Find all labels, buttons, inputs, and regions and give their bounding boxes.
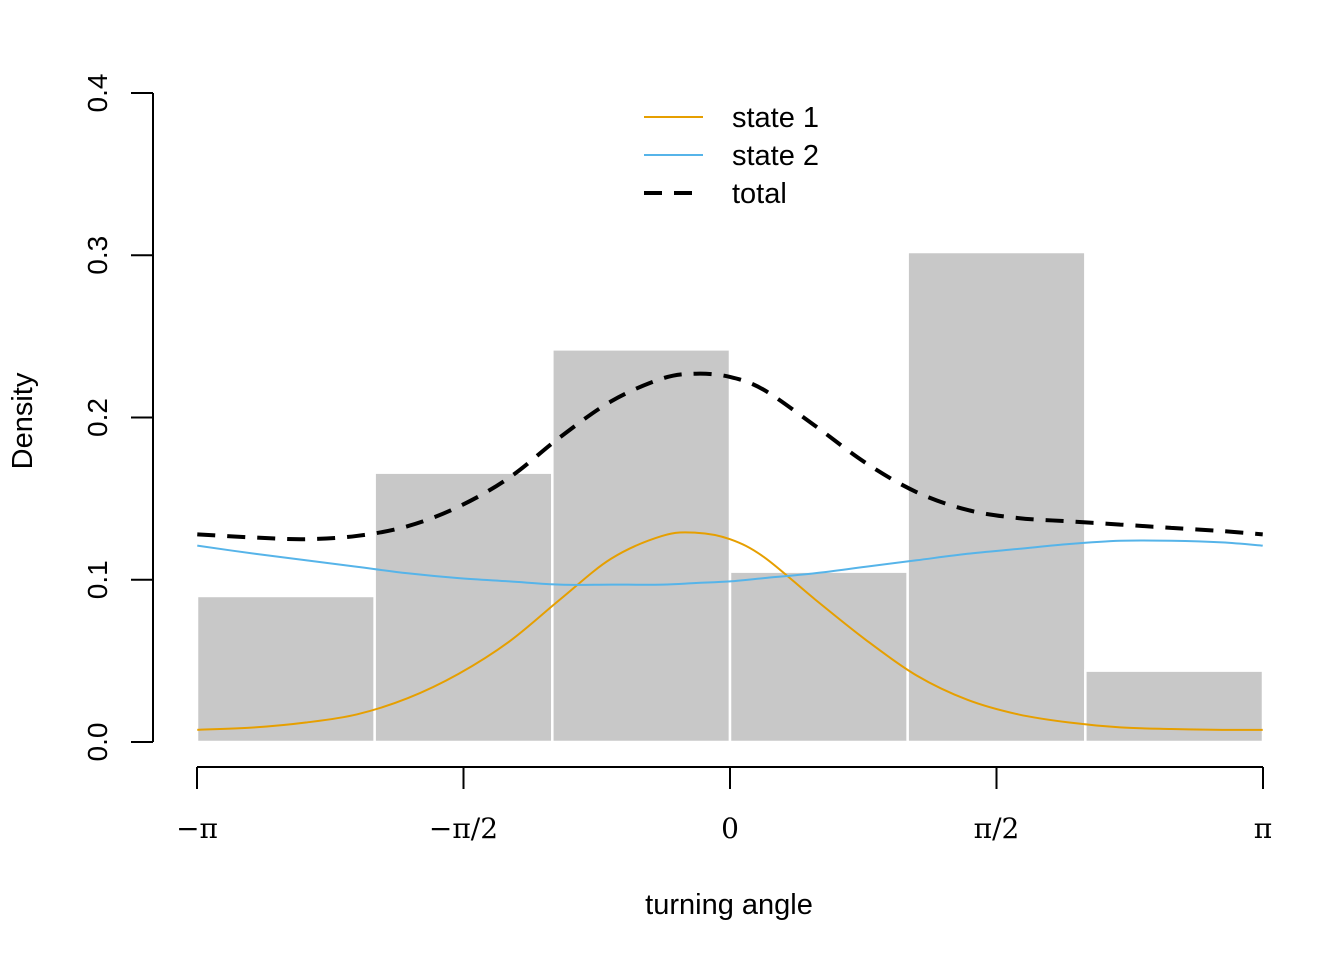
legend-label: total [732,178,787,210]
histogram-bar-2 [373,471,554,744]
x-tick-label: π/2 [974,812,1020,845]
density-curves [197,371,1263,731]
histogram-bar-4 [728,570,909,744]
legend: state 1 state 2 total [644,102,819,210]
x-axis-title: turning angle [645,889,813,921]
histogram-bar-1 [195,594,376,744]
histogram-bar-6 [1084,669,1265,744]
x-tick-label: 0 [721,812,739,845]
series-line-total [197,371,1263,542]
x-tick-label: π [1254,812,1272,845]
y-tick-label: 0.2 [82,398,113,437]
series-line-state-2 [197,539,1263,586]
series-line-state-1 [197,531,1263,731]
x-tick-label: −π [176,812,218,845]
y-tick-label: 0.1 [82,560,113,599]
legend-label: state 1 [732,102,819,134]
y-axis-title: Density [7,372,39,469]
histogram-bars [195,250,1265,744]
y-tick-label: 0.4 [82,74,113,113]
x-tick-label: −π/2 [429,812,498,845]
histogram-bar-5 [906,250,1087,744]
x-axis: −π −π/2 0 π/2 π [176,766,1272,845]
y-axis: 0.0 0.1 0.2 0.3 0.4 [82,74,154,762]
y-tick-label: 0.3 [82,236,113,275]
y-tick-label: 0.0 [82,723,113,762]
histogram-bar-3 [551,348,732,744]
legend-label: state 2 [732,140,819,172]
